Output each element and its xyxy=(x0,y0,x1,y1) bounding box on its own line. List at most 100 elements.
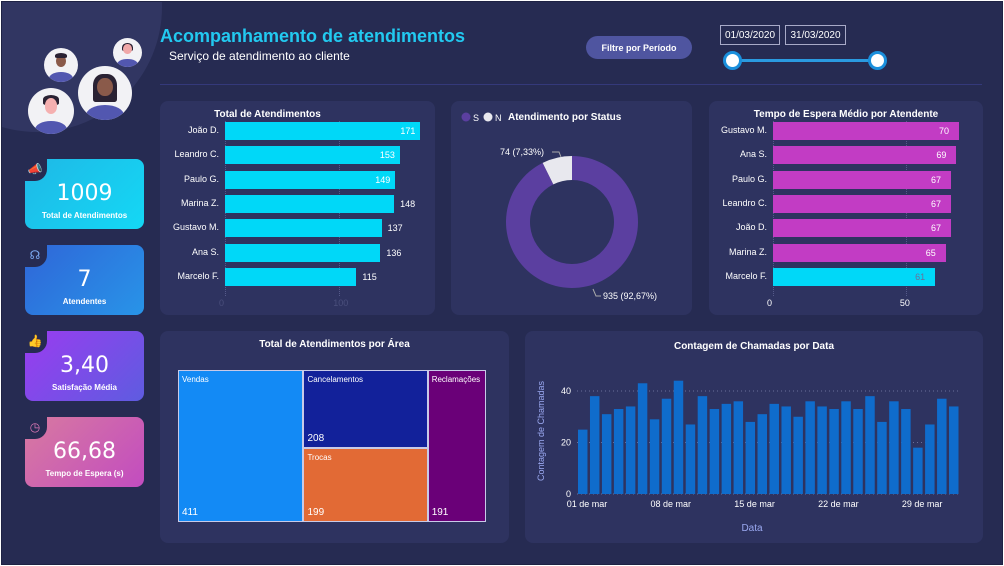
bar-label: Marina Z. xyxy=(728,246,767,257)
column-bar[interactable] xyxy=(697,396,708,494)
bar[interactable] xyxy=(773,219,952,238)
kpi-total-atendimentos: 📣 1009 Total de Atendimentos xyxy=(21,155,144,229)
column-bar[interactable] xyxy=(817,406,827,494)
bar[interactable] xyxy=(773,194,952,213)
column-bar[interactable] xyxy=(685,424,696,494)
donut-chart: S N Atendimento por Status 74 (7,33%) 935 (9… xyxy=(461,112,657,301)
column-bar[interactable] xyxy=(937,398,947,494)
bar[interactable] xyxy=(225,122,421,140)
bar[interactable] xyxy=(773,146,957,165)
donut-slice[interactable] xyxy=(506,156,638,288)
column-bar[interactable] xyxy=(589,396,600,494)
kpi-tempo-espera: ◷ 66,68 Tempo de Espera (s) xyxy=(21,413,144,487)
filter-period-button[interactable]: Filtre por Período xyxy=(586,36,692,59)
kpi-label: Satisfação Média xyxy=(52,383,117,392)
column-bar[interactable] xyxy=(709,409,720,494)
column-bar[interactable] xyxy=(613,409,624,494)
column-bar[interactable] xyxy=(578,429,588,494)
legend-label[interactable]: S xyxy=(473,113,479,123)
bar-label: Leandro C. xyxy=(174,149,219,160)
column-bar[interactable] xyxy=(769,403,779,494)
bar-value-label: 136 xyxy=(386,247,402,258)
y-axis-title: Contagem de Chamadas xyxy=(536,380,546,481)
bar[interactable] xyxy=(225,146,400,165)
bar[interactable] xyxy=(225,243,381,262)
slider-track[interactable] xyxy=(733,59,878,62)
bar-label: Paulo G. xyxy=(731,173,767,184)
legend-marker xyxy=(483,112,493,122)
column-bar[interactable] xyxy=(865,396,875,494)
treemap-cell-label: Reclamações xyxy=(431,375,481,384)
treemap-cell[interactable]: Trocas 199 xyxy=(303,447,428,522)
avatar-icon xyxy=(28,88,74,134)
chart-atendimentos-area: Total de Atendimentos por Área Vendas 411… xyxy=(160,331,509,543)
column-bar[interactable] xyxy=(625,406,636,494)
donut-slice[interactable] xyxy=(542,156,572,185)
chart-title: Contagem de Chamadas por Data xyxy=(674,341,834,352)
legend-label[interactable]: N xyxy=(495,113,502,123)
page-title: Acompanhamento de atendimentos xyxy=(160,26,466,46)
kpi-value: 66,68 xyxy=(53,439,116,464)
column-bar[interactable] xyxy=(793,416,803,494)
column-bar[interactable] xyxy=(949,406,959,494)
clock-icon: ◷ xyxy=(29,420,41,434)
slider-start-handle[interactable] xyxy=(723,51,742,70)
column-bar[interactable] xyxy=(889,401,899,494)
column-bar[interactable] xyxy=(805,401,815,494)
bar[interactable] xyxy=(225,194,395,213)
bar[interactable] xyxy=(773,243,946,262)
bar-label: Ana S. xyxy=(191,246,219,257)
x-axis-title: Data xyxy=(741,523,763,534)
bar[interactable] xyxy=(773,122,959,140)
treemap-cell-label: Cancelamentos xyxy=(307,375,364,384)
column-bar[interactable] xyxy=(781,406,791,494)
slider-end-handle[interactable] xyxy=(868,51,887,70)
column-bar[interactable] xyxy=(901,409,911,494)
bar-label: Paulo G. xyxy=(183,173,219,184)
bar-label: Gustavo M. xyxy=(172,222,219,233)
bar-value-label: 61 xyxy=(915,271,926,282)
bar[interactable] xyxy=(773,267,936,286)
card-notch xyxy=(21,327,47,353)
headset-icon: ☊ xyxy=(29,248,41,262)
column-bar[interactable] xyxy=(841,401,851,494)
treemap-cell[interactable]: Cancelamentos 208 xyxy=(303,370,428,448)
column-bar[interactable] xyxy=(721,403,732,494)
x-tick-label: 0 xyxy=(767,298,773,308)
column-bar[interactable] xyxy=(829,409,839,494)
bar[interactable] xyxy=(773,170,952,189)
column-bar[interactable] xyxy=(673,380,684,494)
treemap-cell[interactable]: Reclamações 191 xyxy=(427,370,486,522)
start-date-input[interactable]: 01/03/2020 xyxy=(720,25,780,45)
x-tick-label: 100 xyxy=(333,298,349,308)
bar[interactable] xyxy=(225,267,357,286)
column-bar[interactable] xyxy=(913,447,923,494)
column-bar[interactable] xyxy=(853,409,863,494)
slice-data-label: 935 (92,67%) xyxy=(603,291,657,301)
kpi-value: 3,40 xyxy=(60,353,109,378)
bar[interactable] xyxy=(225,170,396,189)
column-bar[interactable] xyxy=(601,414,612,494)
column-bar[interactable] xyxy=(637,383,648,494)
column-bar[interactable] xyxy=(661,398,672,494)
end-date-input[interactable]: 31/03/2020 xyxy=(785,25,846,45)
bar-value-label: 148 xyxy=(400,198,416,209)
treemap-cell-value: 191 xyxy=(431,507,449,518)
bar-value-label: 65 xyxy=(925,247,936,258)
kpi-atendentes: ☊ 7 Atendentes xyxy=(21,241,144,315)
column-bar[interactable] xyxy=(757,414,767,494)
bar[interactable] xyxy=(225,219,382,238)
column-bar[interactable] xyxy=(877,421,887,494)
treemap-cell-value: 208 xyxy=(307,432,325,444)
column-bar[interactable] xyxy=(745,421,756,494)
column-bar[interactable] xyxy=(925,424,935,494)
column-bar[interactable] xyxy=(649,419,660,494)
header-divider xyxy=(160,84,982,85)
x-tick-label: 0 xyxy=(219,298,225,308)
treemap-cell[interactable]: Vendas 411 xyxy=(178,370,304,522)
avatar-icon xyxy=(44,48,78,82)
column-bar[interactable] xyxy=(733,401,744,494)
treemap-cell-value: 411 xyxy=(182,507,198,518)
bar-value-label: 115 xyxy=(362,271,377,282)
